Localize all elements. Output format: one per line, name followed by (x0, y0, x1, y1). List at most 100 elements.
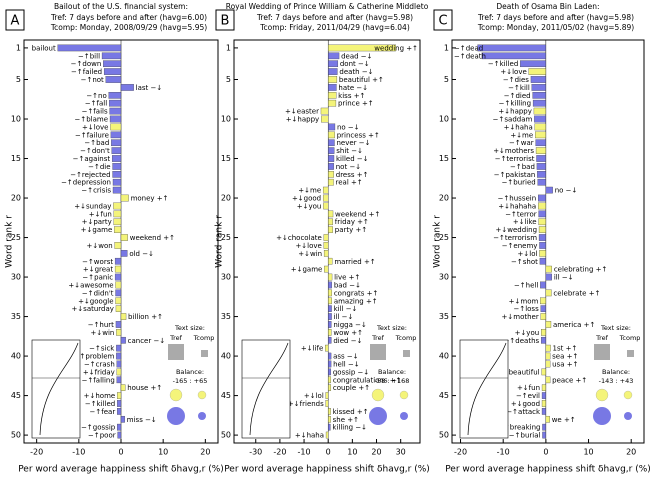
word-label: +↓google (78, 297, 113, 305)
text-size-comp-square (627, 350, 634, 357)
bar (328, 415, 331, 423)
y-tick-label: 20 (11, 194, 21, 203)
bar (120, 313, 127, 320)
word-label: −↑fear (90, 408, 116, 416)
bar (545, 186, 553, 194)
y-tick-label: 35 (11, 312, 21, 321)
word-label: −↑hurt (88, 321, 114, 329)
bar (110, 131, 122, 139)
word-label: +↓love (82, 123, 108, 131)
bar (116, 329, 122, 336)
balance-title: Balance: (176, 368, 204, 376)
bar (532, 99, 547, 107)
balance-circle (169, 388, 183, 402)
balance-label: -165 : +65 (173, 377, 208, 385)
word-label: −↑saddam (493, 116, 533, 124)
word-label: +↓won (86, 242, 112, 250)
word-label: −↑bad (510, 163, 535, 171)
bar (114, 257, 122, 265)
y-tick-label: 5 (226, 75, 231, 84)
word-label: −↑war (509, 139, 534, 147)
word-label: death −↓ (339, 68, 373, 76)
word-label: ill −↓ (334, 313, 354, 321)
text-size-comp: Tcomp (193, 334, 215, 342)
bar (323, 250, 329, 257)
word-label: live +↑ (334, 274, 360, 282)
y-tick-label: 45 (221, 391, 231, 400)
bar (541, 392, 547, 399)
word-label: −↑dead (454, 44, 483, 52)
bar (103, 68, 122, 75)
word-label: house +↑ (127, 384, 162, 392)
x-tick-label: -20 (30, 448, 43, 457)
bar (120, 250, 128, 257)
x-tick-label: 0 (326, 448, 331, 457)
y-tick-label: 40 (11, 352, 21, 361)
bar (535, 131, 547, 139)
bar (115, 305, 122, 312)
text-size-ref: Tref (169, 334, 183, 342)
word-label: +↓awesome (68, 281, 113, 289)
bar (477, 44, 547, 52)
bar (540, 297, 547, 305)
word-label: dress +↑ (336, 171, 369, 179)
y-tick-label: 35 (439, 312, 449, 321)
text-size-ref-square (168, 344, 184, 360)
word-label: miss −↓ (127, 416, 157, 424)
word-label: +↓saturday (71, 305, 113, 313)
bar (116, 360, 122, 368)
panel-letter: A (11, 14, 20, 29)
bar (117, 431, 122, 439)
bar (533, 107, 547, 115)
y-axis-label: Word rank r (215, 215, 225, 268)
bar (328, 384, 332, 391)
word-label: cancer −↓ (128, 337, 166, 345)
bar (328, 376, 332, 384)
inset-curve (467, 342, 507, 436)
word-label: −↑kill (508, 84, 530, 92)
bar (323, 242, 329, 249)
word-label: +↓life (301, 345, 323, 353)
word-label: 1st +↑ (553, 345, 578, 353)
bar (328, 92, 337, 99)
word-label: real +↑ (336, 179, 363, 187)
bar (322, 194, 329, 202)
word-label: kill −↓ (334, 305, 358, 313)
word-label: −↑failed (71, 68, 102, 76)
y-tick-label: 10 (11, 115, 21, 124)
bar (328, 44, 396, 52)
bar (111, 147, 122, 154)
word-label: +↓haha (295, 432, 324, 440)
text-size-ref: Tref (371, 334, 385, 342)
bar (328, 210, 334, 218)
bar (520, 60, 547, 68)
y-tick-label: 20 (439, 194, 449, 203)
bar (328, 226, 333, 233)
word-label: −↑fall (85, 100, 107, 108)
bar (115, 289, 122, 297)
bar (540, 313, 547, 320)
y-axis-label: Word rank r (433, 215, 443, 268)
word-label: −↑bill (78, 52, 100, 60)
word-label: celebrating +↑ (554, 266, 608, 274)
bar (328, 99, 337, 107)
word-label: −↑worst (82, 258, 113, 266)
word-label: −↑down (71, 60, 102, 68)
bar (111, 139, 122, 147)
bar (535, 139, 547, 147)
word-label: −↑dies (503, 76, 529, 84)
word-label: sea +↑ (552, 353, 578, 361)
y-tick-label: 25 (439, 233, 449, 242)
bar (328, 147, 335, 154)
y-tick-label: 1 (16, 43, 21, 52)
bar (109, 107, 122, 115)
text-size-ref-square (370, 344, 386, 360)
inset-curve (39, 342, 79, 436)
word-label: we +↑ (552, 416, 576, 424)
word-label: −↑deaths (504, 337, 540, 345)
bar (117, 423, 122, 431)
word-label: +↓lol (304, 392, 324, 400)
y-tick-label: 40 (439, 352, 449, 361)
bar (481, 52, 547, 60)
